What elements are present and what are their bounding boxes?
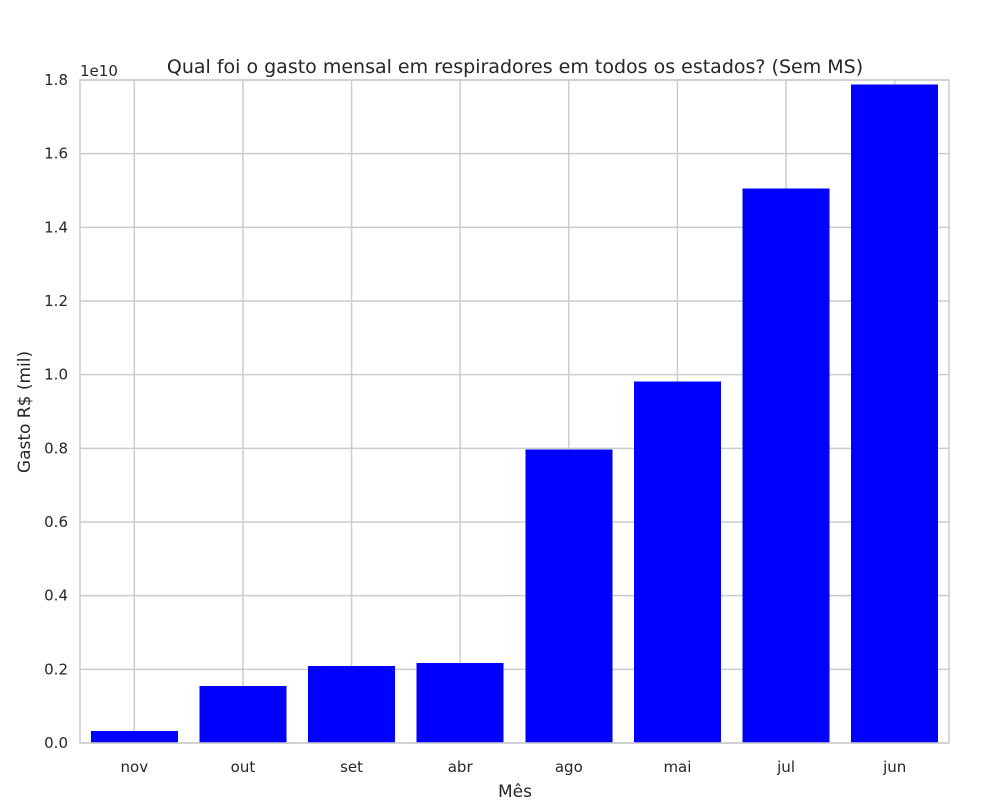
bar-jul bbox=[742, 188, 830, 744]
y-tick-label: 1.4 bbox=[44, 218, 68, 236]
x-tick-label: out bbox=[231, 758, 256, 776]
bar-abr bbox=[416, 663, 504, 743]
y-tick-label: 1.6 bbox=[44, 145, 68, 163]
x-tick-label: set bbox=[340, 758, 363, 776]
y-tick-label: 1.0 bbox=[44, 366, 68, 384]
bar-set bbox=[308, 666, 396, 743]
y-multiplier-label: 1e10 bbox=[80, 62, 118, 80]
bar-ago bbox=[525, 449, 613, 743]
bar-jun bbox=[851, 84, 939, 744]
y-axis-label: Gasto R$ (mil) bbox=[15, 351, 35, 473]
x-tick-label: jun bbox=[882, 758, 906, 776]
plot-frame bbox=[79, 79, 950, 744]
x-tick-label: mai bbox=[663, 758, 691, 776]
bar-out bbox=[199, 685, 287, 743]
y-tick-label: 0.2 bbox=[44, 660, 68, 678]
x-axis-label: Mês bbox=[498, 782, 532, 800]
y-tick-label: 0.0 bbox=[44, 734, 68, 752]
x-tick-label: jul bbox=[776, 758, 795, 776]
tick-labels: 0.0 0.2 0.4 0.6 0.8 1.0 1.2 1.4 1.6 1.8 nov out set a… bbox=[44, 71, 906, 776]
y-tick-label: 1.2 bbox=[44, 292, 68, 310]
y-tick-label: 0.4 bbox=[44, 587, 68, 605]
x-tick-label: abr bbox=[448, 758, 474, 776]
bars bbox=[90, 84, 939, 744]
x-tick-label: nov bbox=[121, 758, 149, 776]
y-tick-label: 0.8 bbox=[44, 439, 68, 457]
y-tick-label: 0.6 bbox=[44, 513, 68, 531]
y-tick-label: 1.8 bbox=[44, 71, 68, 89]
x-tick-label: ago bbox=[555, 758, 583, 776]
bar-mai bbox=[633, 381, 721, 743]
bar-nov bbox=[90, 731, 178, 743]
chart-title: Qual foi o gasto mensal em respiradores … bbox=[167, 56, 863, 78]
